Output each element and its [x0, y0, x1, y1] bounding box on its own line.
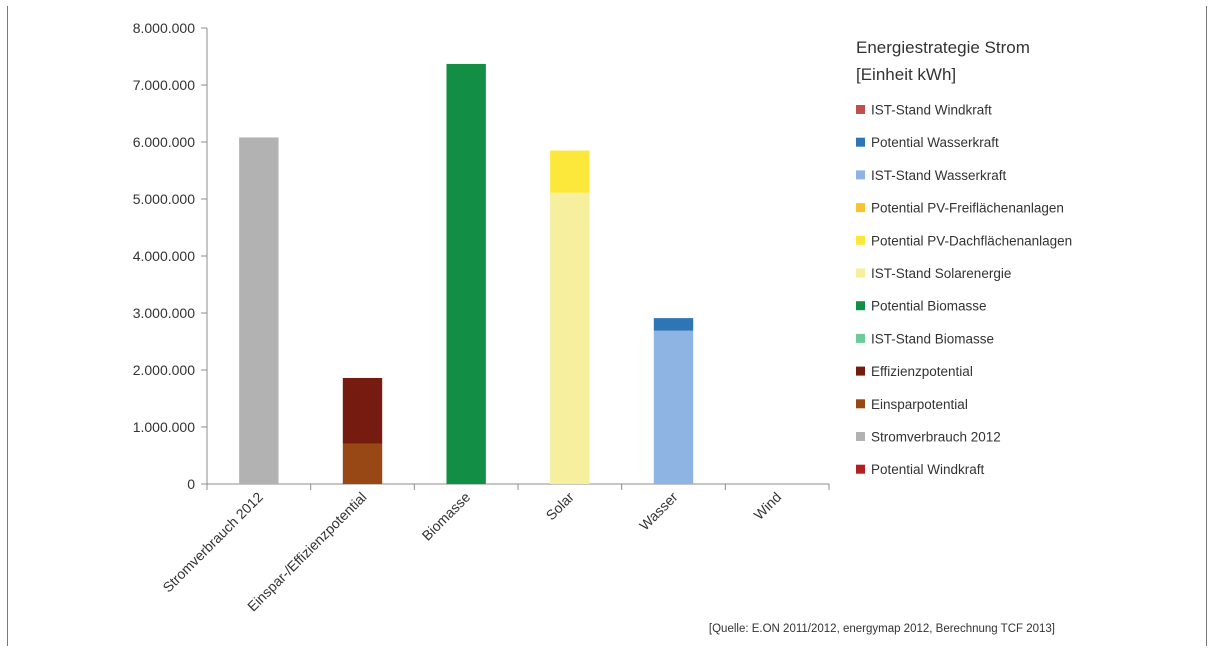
y-axis: 0 1.000.000 2.000.000 3.000.000 4.000.000 5.0… [133, 20, 208, 492]
source-note: [Quelle: E.ON 2011/2012, energymap 2012,… [709, 623, 1055, 635]
legend-swatch [856, 203, 865, 213]
legend-title: [Einheit kWh] [856, 65, 956, 84]
bar-segment [239, 137, 279, 484]
chart-frame [7, 6, 1207, 646]
legend-entry-label: Potential Biomasse [871, 299, 987, 314]
legend-entry-label: IST-Stand Solarenergie [871, 266, 1011, 281]
bar-segment [550, 192, 590, 485]
legend-entry-label: IST-Stand Windkraft [871, 103, 992, 118]
x-category-label: Wind [750, 489, 784, 523]
bar-segment [342, 443, 383, 484]
legend-entry-label: IST-Stand Wasserkraft [871, 168, 1007, 183]
x-category-label: Einspar-/Effizienzpotential [244, 489, 370, 615]
y-tick-label: 8.000.000 [133, 20, 195, 36]
x-category-label: Wasser [636, 489, 681, 534]
y-tick-label: 7.000.000 [133, 77, 195, 93]
legend-entry-label: Potential Windkraft [871, 462, 985, 477]
bar-segment [550, 150, 590, 193]
y-tick-label: 5.000.000 [133, 191, 195, 207]
legend-swatch [856, 333, 865, 343]
bar-segment [653, 330, 694, 484]
legend-entry-label: Potential PV-Dachflächenanlagen [871, 233, 1072, 248]
x-axis: Stromverbrauch 2012Einspar-/Effizienzpot… [159, 483, 830, 615]
legend-swatch [856, 366, 865, 376]
y-tick-label: 4.000.000 [133, 248, 195, 264]
legend-entry-label: Potential Wasserkraft [871, 135, 999, 150]
legend-entry-label: Potential PV-Freiflächenanlagen [871, 201, 1064, 216]
bar-segment [653, 318, 694, 331]
legend-entry-label: Effizienzpotential [871, 364, 973, 379]
x-category-label: Biomasse [419, 489, 474, 544]
x-category-label: Stromverbrauch 2012 [159, 489, 266, 596]
y-tick-label: 2.000.000 [133, 362, 195, 378]
legend-swatch [856, 137, 865, 147]
legend: Energiestrategie Strom [Einheit kWh] IST-S… [856, 38, 1072, 477]
legend-swatch [856, 170, 865, 180]
bar-segment [446, 63, 486, 484]
legend-entry-label: Einsparpotential [871, 397, 968, 412]
legend-entry-label: IST-Stand Biomasse [871, 331, 994, 346]
bars [239, 63, 694, 485]
legend-title: Energiestrategie Strom [856, 38, 1030, 57]
legend-swatch [856, 301, 865, 311]
y-tick-label: 1.000.000 [133, 419, 195, 435]
y-tick-label: 0 [187, 476, 195, 492]
y-tick-label: 6.000.000 [133, 134, 195, 150]
x-category-label: Solar [543, 489, 578, 524]
legend-swatch [856, 432, 865, 441]
bar-segment [342, 377, 383, 444]
legend-swatch [856, 235, 865, 245]
legend-swatch [856, 105, 865, 114]
legend-swatch [856, 268, 865, 278]
legend-swatch [856, 399, 865, 409]
y-tick-label: 3.000.000 [133, 305, 195, 321]
legend-swatch [856, 464, 865, 474]
legend-entry-label: Stromverbrauch 2012 [871, 430, 1001, 445]
